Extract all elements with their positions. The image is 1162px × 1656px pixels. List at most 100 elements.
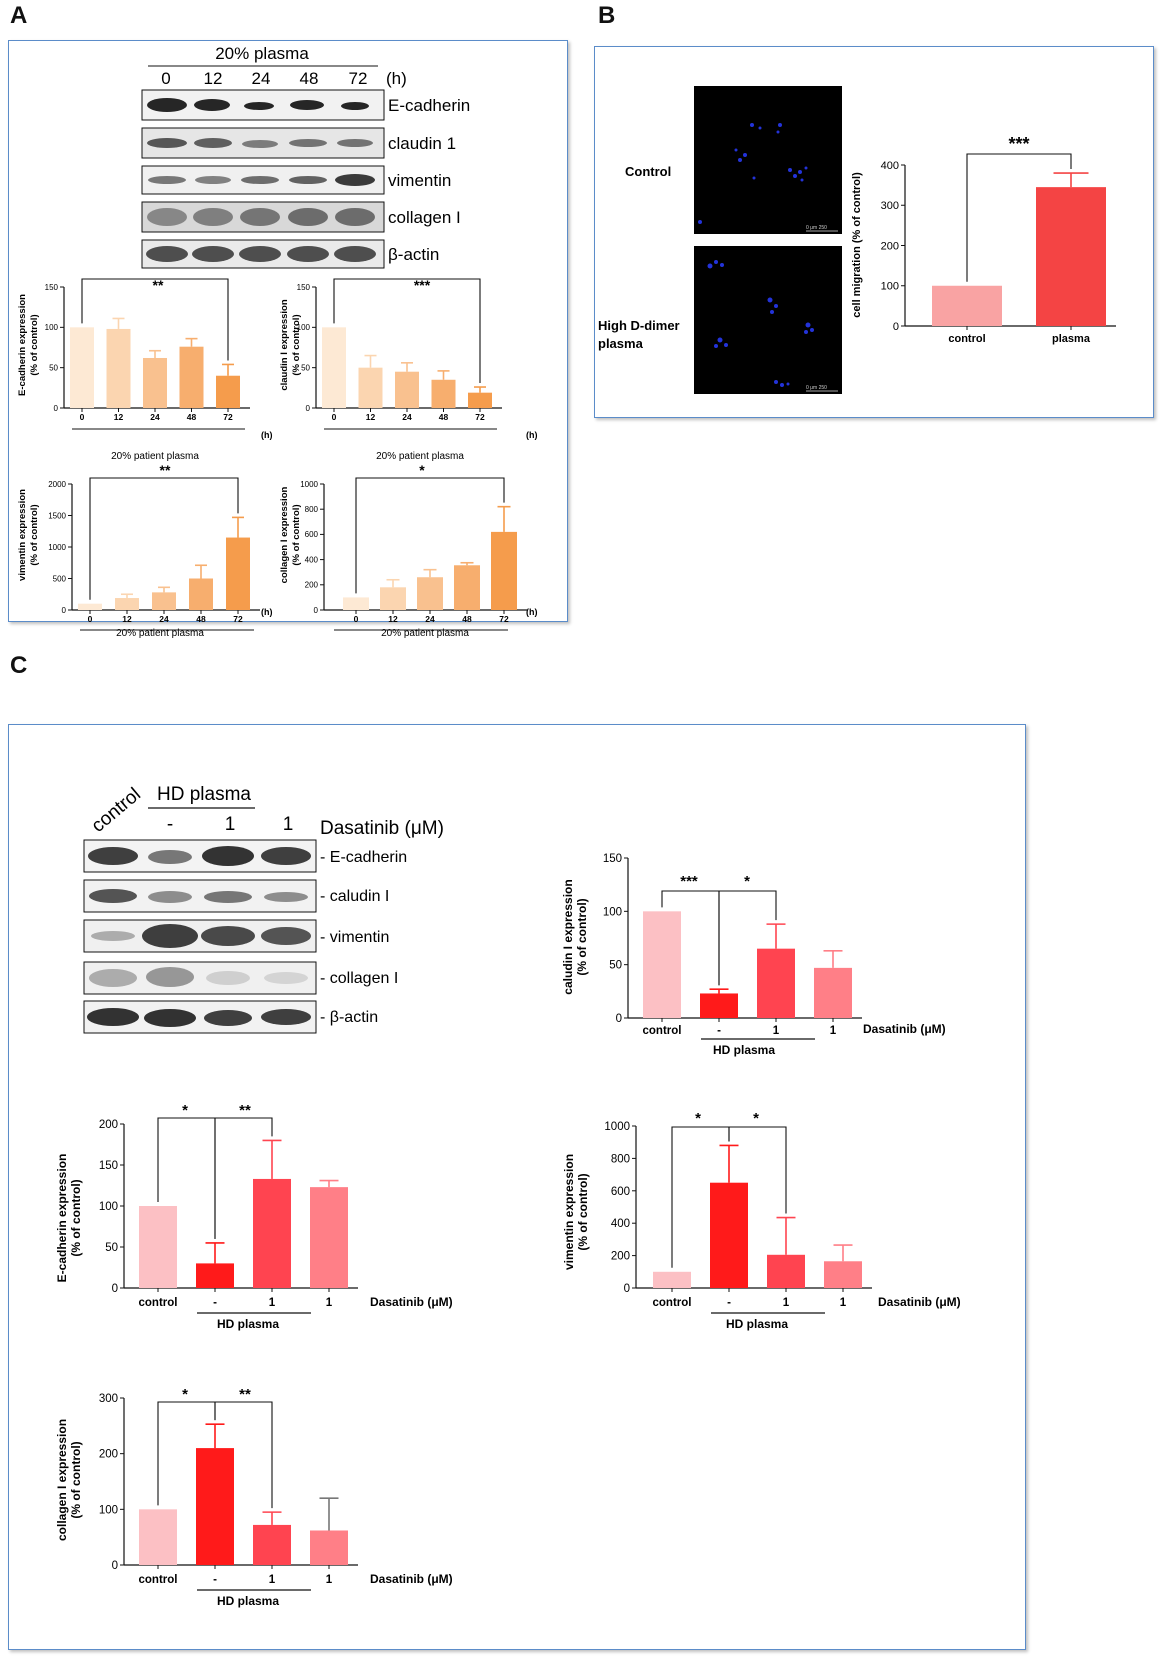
chart-a-ecadherin: E-cadherin expression (% of control) ** … [17,277,273,462]
sig-bracket [214,1401,273,1509]
scale-bar: 0 μm 250 [806,385,827,391]
chart-ylabel: (% of control) [29,314,40,375]
x-tick-label: 1 [840,1297,847,1309]
blot-a-header: 20% plasma [215,44,309,63]
chart-group: HD plasma [726,1317,788,1331]
x-tick-label: 48 [439,412,449,422]
y-tick-label: 150 [45,283,59,292]
bar [226,537,250,610]
sig-stars: ** [239,1102,251,1119]
x-tick-label: 72 [499,614,509,624]
blot-c-lane: 1 [283,814,294,835]
row-label-hd: plasma [598,336,644,351]
y-tick-label: 50 [609,960,622,972]
sig-bracket [89,477,239,600]
sig-stars: *** [414,277,431,293]
y-tick-label: 0 [62,606,67,615]
panel-c-box [8,724,1026,1650]
x-tick-label: - [727,1297,731,1309]
blot-strip [83,961,317,995]
y-tick-label: 100 [99,1504,118,1516]
panel-a-blot: 20% plasma 0 12 24 48 72 (h) E-cadherin … [141,44,470,269]
y-tick-label: 100 [881,281,899,293]
bar [189,578,213,610]
chart-group: HD plasma [713,1043,775,1057]
bar [814,967,852,1018]
blot-a-lane: 72 [349,69,368,88]
y-tick-label: 600 [611,1186,630,1198]
micrograph-control [694,86,842,234]
y-tick-label: 600 [305,530,319,539]
bar [468,392,492,408]
x-tick-label: 1 [269,1297,276,1309]
y-tick-label: 100 [45,323,59,332]
y-tick-label: 300 [881,200,899,212]
bar [70,327,94,408]
sig-bracket [728,1126,787,1214]
y-tick-label: 0 [616,1013,622,1025]
chart-drug: Dasatinib (μM) [863,1022,946,1036]
chart-ylabel: claudin I expression [279,299,290,391]
y-tick-label: 50 [49,363,58,372]
x-tick-label: - [213,1297,217,1309]
chart-c-claudin: caludin I expression (% of control) *** … [561,853,946,1057]
y-tick-label: 2000 [48,480,66,489]
bar [115,598,139,610]
chart-ylabel: (% of control) [291,504,302,565]
y-tick-label: 800 [611,1153,630,1165]
y-tick-label: 100 [603,906,622,918]
sig-stars: * [744,873,750,890]
chart-ylabel: (% of control) [575,898,589,975]
sig-stars: * [419,462,425,478]
y-tick-label: 0 [112,1283,118,1295]
x-tick-label: 24 [150,412,160,422]
x-tick-label: 48 [462,614,472,624]
sig-stars: *** [680,873,698,890]
x-tick-label: control [643,1025,682,1037]
micrograph-hd-plasma [694,246,842,394]
y-tick-label: 200 [99,1119,118,1131]
bar [358,367,383,408]
bar [139,1206,177,1288]
panel-letter-a: A [10,2,28,29]
chart-group: HD plasma [217,1594,279,1608]
y-tick-label: 150 [99,1160,118,1172]
y-tick-label: 150 [603,853,622,865]
chart-ylabel: cell migration (% of control) [851,172,863,318]
x-tick-label: 72 [223,412,233,422]
bar [700,993,738,1018]
blot-a-lane: 48 [300,69,319,88]
x-tick-label: 1 [326,1297,333,1309]
sig-stars: * [182,1386,188,1403]
bar [395,371,419,408]
y-tick-label: 0 [624,1283,630,1295]
y-tick-label: 0 [306,404,311,413]
row-label-control: Control [625,164,671,179]
blot-c-protein: - β-actin [320,1009,378,1026]
sig-stars: ** [239,1386,251,1403]
x-tick-label: 1 [783,1297,790,1309]
sig-bracket [355,477,505,594]
y-tick-label: 1000 [300,480,318,489]
y-tick-label: 0 [54,404,59,413]
sig-stars: * [695,1110,701,1127]
x-tick-label: control [139,1297,178,1309]
bar [653,1271,691,1288]
bar [454,565,480,610]
blot-a-protein: β-actin [388,245,439,264]
chart-ylabel: (% of control) [291,314,302,375]
scale-bar: 0 μm 250 [806,225,827,231]
bar [179,346,204,408]
y-tick-label: 800 [305,505,319,514]
panel-b-micrographs: Control High D-dimer plasma 0 μm 250 0 μ… [598,86,842,394]
sig-bracket [718,890,777,986]
x-tick-label: 72 [233,614,243,624]
y-tick-label: 400 [305,555,319,564]
blot-a-lane: 24 [252,69,271,88]
sig-bracket [214,1117,273,1239]
bar [431,379,456,408]
blot-c-lane: - [167,814,173,835]
x-tick-label: - [717,1025,721,1037]
y-tick-label: 400 [881,160,899,172]
bar [322,327,346,408]
